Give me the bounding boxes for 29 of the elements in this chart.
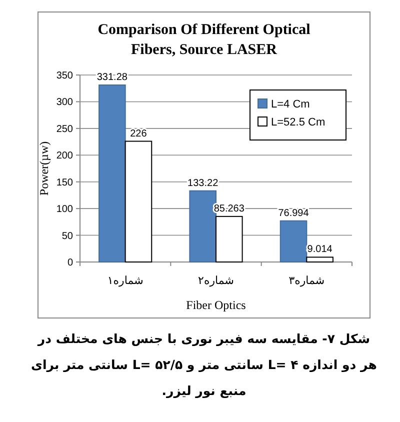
y-tick-label: 200 [56,150,74,162]
bar [280,220,308,262]
bar [98,84,126,262]
bar [216,216,243,262]
y-tick-label: 50 [62,230,74,242]
data-label: 9.014 [307,244,333,256]
data-label: 133.22 [188,178,219,189]
data-label: 331.28 [96,72,128,83]
data-label: 226 [130,128,148,140]
y-tick-label: 100 [56,204,74,216]
data-label: 76.994 [278,208,310,219]
bar [306,256,334,262]
y-tick-label: 150 [56,177,74,188]
legend-label: L=4 Cm [271,98,310,110]
y-tick-label: 0 [67,258,74,268]
y-tick-label: 350 [56,70,74,82]
y-tick-label: 250 [56,124,74,135]
x-tick-label: شماره۳ [288,274,325,287]
x-tick-label: شماره۲ [198,274,234,287]
legend-label: L=52.5 Cm [271,116,326,128]
text: هر دو اندازه L= ۴ سانتی متر و L= ۵۲/۵ سانتی متر برای [31,357,377,373]
text: شکل ۷- مقایسه سه فیبر نوری با جنس های مختلف در [36,331,370,347]
y-axis-title: Power(µw) [37,141,51,196]
x-axis-title: Fiber Optics [186,298,246,312]
chart-title: Comparison Of Different Optical Fibers, Source LASER [98,22,310,58]
text: منبع نور لیزر. [162,383,246,399]
bar [124,140,152,262]
y-tick-label: 300 [56,97,74,108]
x-tick-label: شماره۱ [107,274,144,287]
